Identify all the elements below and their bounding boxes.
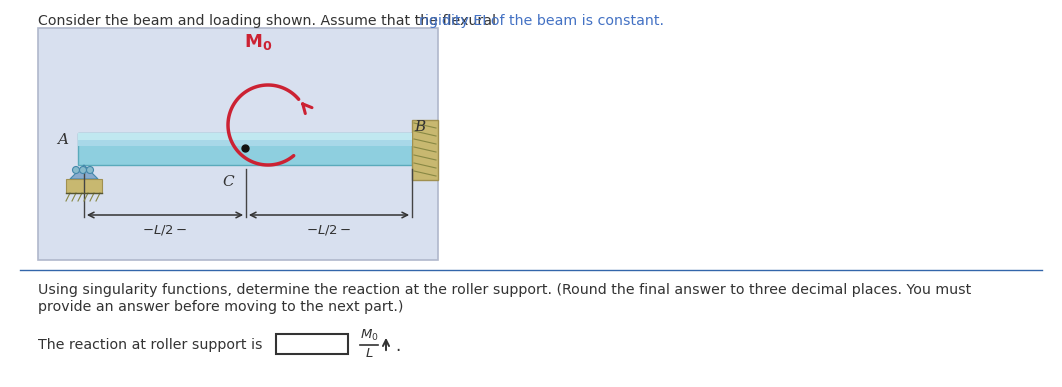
Bar — [412, 120, 438, 180]
Text: $M_0$: $M_0$ — [360, 328, 378, 343]
Text: B: B — [414, 120, 426, 134]
Bar — [78, 133, 412, 165]
Text: $-L/2-$: $-L/2-$ — [142, 223, 188, 237]
Text: A: A — [57, 133, 69, 147]
Text: $\mathbf{M_0}$: $\mathbf{M_0}$ — [244, 32, 272, 52]
Circle shape — [72, 166, 80, 173]
Bar — [66, 179, 102, 193]
Text: provide an answer before moving to the next part.): provide an answer before moving to the n… — [38, 300, 404, 314]
Bar — [276, 334, 348, 354]
Text: C: C — [222, 175, 234, 189]
Circle shape — [86, 166, 93, 173]
Polygon shape — [70, 165, 98, 179]
Circle shape — [80, 166, 86, 173]
Text: The reaction at roller support is: The reaction at roller support is — [38, 338, 262, 352]
Text: $L$: $L$ — [364, 347, 374, 360]
Text: Consider the beam and loading shown. Assume that the flexural: Consider the beam and loading shown. Ass… — [38, 14, 500, 28]
Text: rigidity EI of the beam is constant.: rigidity EI of the beam is constant. — [419, 14, 664, 28]
Text: Using singularity functions, determine the reaction at the roller support. (Roun: Using singularity functions, determine t… — [38, 283, 972, 297]
Bar — [78, 140, 412, 146]
Text: .: . — [395, 337, 400, 355]
Bar — [78, 133, 412, 140]
Bar — [38, 28, 438, 260]
Text: $-L/2-$: $-L/2-$ — [307, 223, 352, 237]
